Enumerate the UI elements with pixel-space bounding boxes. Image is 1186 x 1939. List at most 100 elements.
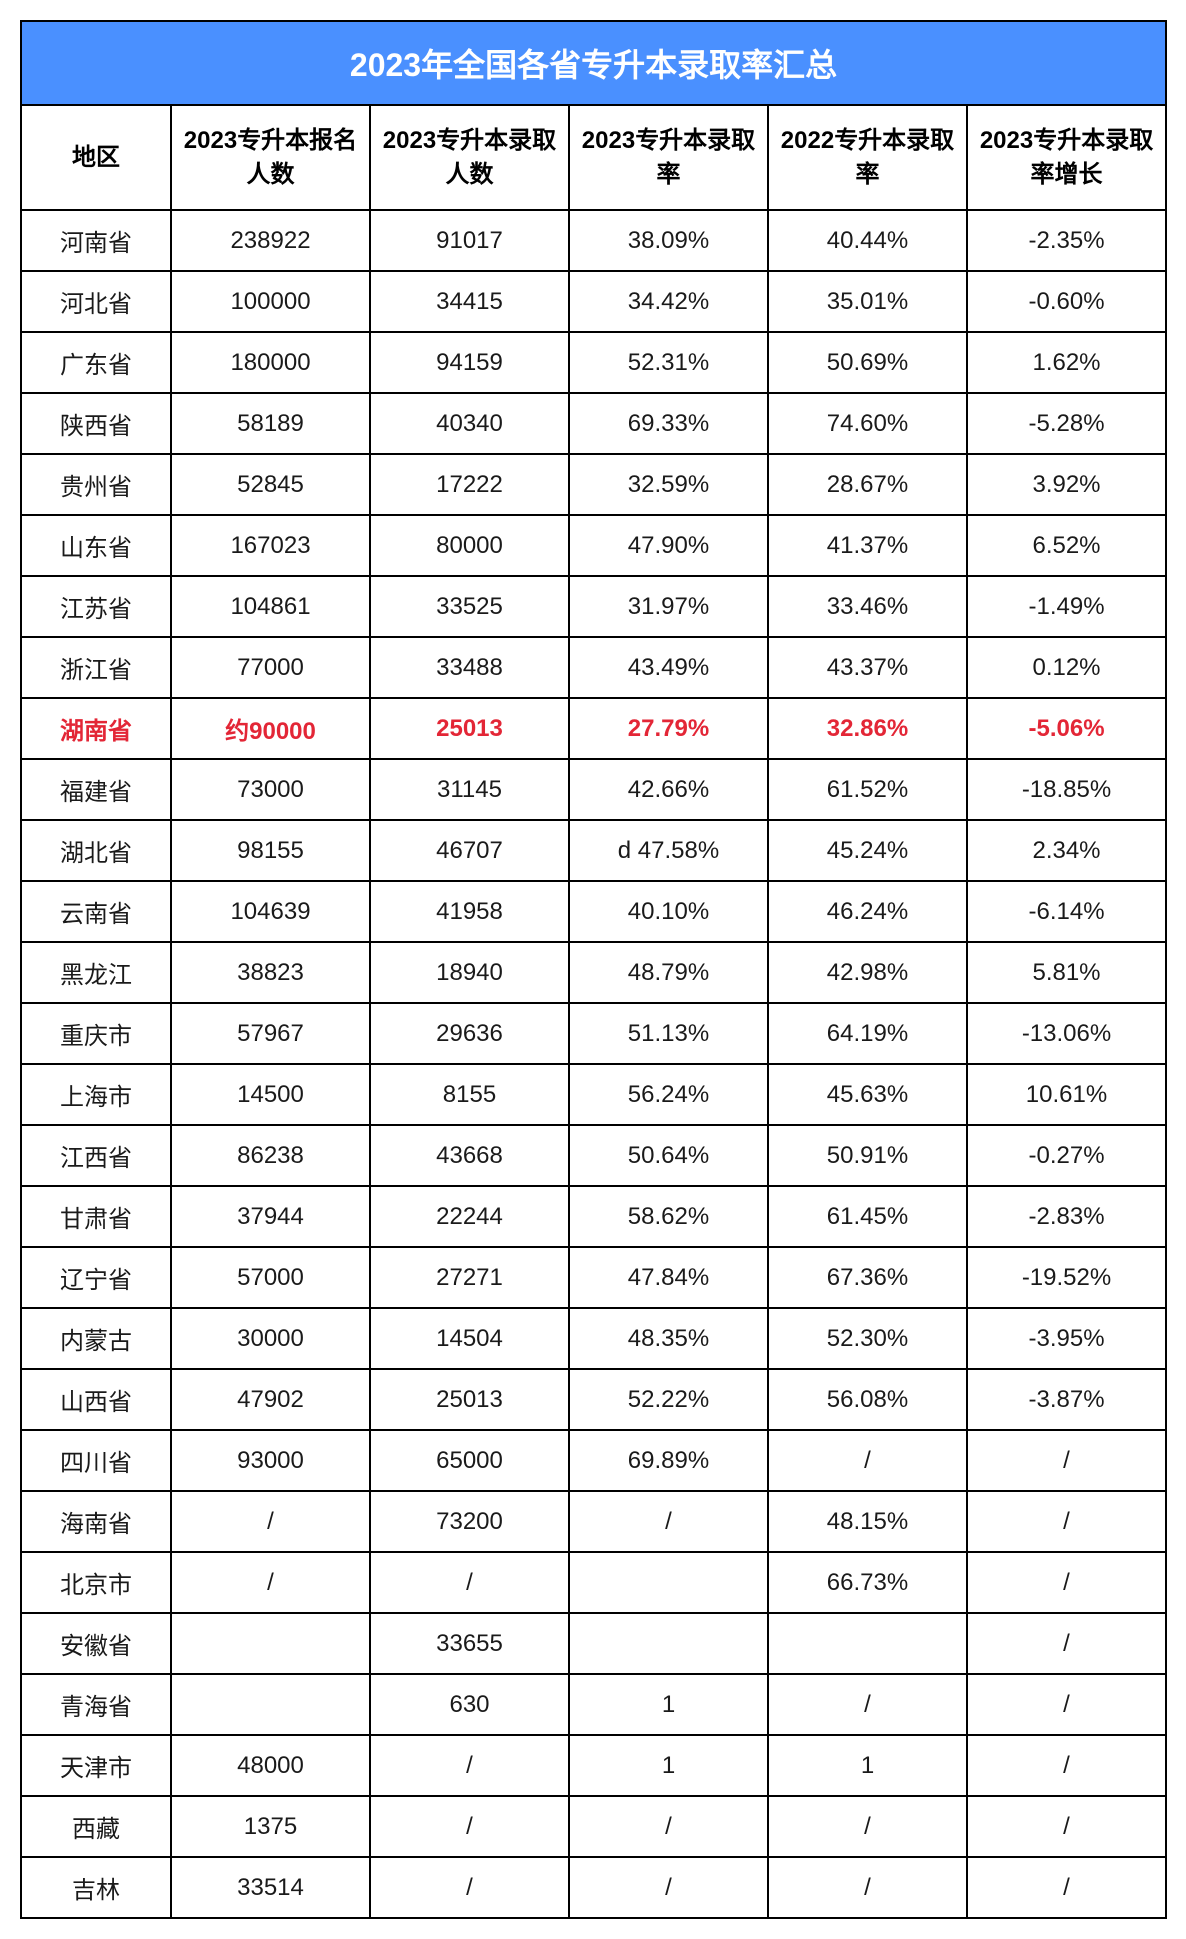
- table-cell: [171, 1674, 370, 1735]
- table-cell: 22244: [370, 1186, 569, 1247]
- table-cell: 43668: [370, 1125, 569, 1186]
- table-cell: 河北省: [21, 271, 171, 332]
- table-row: 四川省930006500069.89%//: [21, 1430, 1166, 1491]
- table-cell: 47.84%: [569, 1247, 768, 1308]
- table-cell: -5.06%: [967, 698, 1166, 759]
- table-cell: 贵州省: [21, 454, 171, 515]
- table-cell: 2.34%: [967, 820, 1166, 881]
- table-row: 江西省862384366850.64%50.91%-0.27%: [21, 1125, 1166, 1186]
- table-cell: 47.90%: [569, 515, 768, 576]
- table-cell: /: [768, 1857, 967, 1918]
- table-cell: 73200: [370, 1491, 569, 1552]
- table-cell: 6.52%: [967, 515, 1166, 576]
- table-row: 湖南省约900002501327.79%32.86%-5.06%: [21, 698, 1166, 759]
- table-cell: 安徽省: [21, 1613, 171, 1674]
- table-cell: 61.52%: [768, 759, 967, 820]
- table-cell: 28.67%: [768, 454, 967, 515]
- table-cell: 1: [768, 1735, 967, 1796]
- table-header-row: 地区 2023专升本报名人数 2023专升本录取人数 2023专升本录取率 20…: [21, 105, 1166, 210]
- table-row: 福建省730003114542.66%61.52%-18.85%: [21, 759, 1166, 820]
- table-cell: 山西省: [21, 1369, 171, 1430]
- table-cell: [569, 1552, 768, 1613]
- table-cell: 48.15%: [768, 1491, 967, 1552]
- table-cell: 40.44%: [768, 210, 967, 271]
- table-cell: 31.97%: [569, 576, 768, 637]
- table-cell: /: [768, 1430, 967, 1491]
- table-cell: 0.12%: [967, 637, 1166, 698]
- table-cell: 167023: [171, 515, 370, 576]
- table-cell: 56.24%: [569, 1064, 768, 1125]
- table-cell: 61.45%: [768, 1186, 967, 1247]
- table-cell: /: [569, 1491, 768, 1552]
- table-cell: 29636: [370, 1003, 569, 1064]
- table-cell: 33.46%: [768, 576, 967, 637]
- table-cell: 天津市: [21, 1735, 171, 1796]
- table-cell: 50.69%: [768, 332, 967, 393]
- table-cell: -1.49%: [967, 576, 1166, 637]
- table-cell: 74.60%: [768, 393, 967, 454]
- col-header-admitted: 2023专升本录取人数: [370, 105, 569, 210]
- table-cell: 57000: [171, 1247, 370, 1308]
- table-cell: /: [967, 1735, 1166, 1796]
- table-cell: /: [967, 1613, 1166, 1674]
- table-cell: 98155: [171, 820, 370, 881]
- table-cell: -19.52%: [967, 1247, 1166, 1308]
- table-cell: 上海市: [21, 1064, 171, 1125]
- table-cell: 43.37%: [768, 637, 967, 698]
- table-cell: [171, 1613, 370, 1674]
- table-cell: 57967: [171, 1003, 370, 1064]
- table-row: 云南省1046394195840.10%46.24%-6.14%: [21, 881, 1166, 942]
- table-cell: -0.60%: [967, 271, 1166, 332]
- table-cell: /: [171, 1491, 370, 1552]
- table-cell: -5.28%: [967, 393, 1166, 454]
- table-cell: 33488: [370, 637, 569, 698]
- table-cell: 14500: [171, 1064, 370, 1125]
- table-cell: 46.24%: [768, 881, 967, 942]
- table-cell: -3.95%: [967, 1308, 1166, 1369]
- col-header-rate-2023: 2023专升本录取率: [569, 105, 768, 210]
- table-row: 海南省/73200/48.15%/: [21, 1491, 1166, 1552]
- table-cell: /: [967, 1430, 1166, 1491]
- table-cell: /: [967, 1857, 1166, 1918]
- table-cell: 45.24%: [768, 820, 967, 881]
- table-cell: 32.59%: [569, 454, 768, 515]
- table-cell: 104639: [171, 881, 370, 942]
- table-cell: 67.36%: [768, 1247, 967, 1308]
- table-cell: 40.10%: [569, 881, 768, 942]
- table-cell: 1.62%: [967, 332, 1166, 393]
- table-cell: 34415: [370, 271, 569, 332]
- table-cell: 云南省: [21, 881, 171, 942]
- table-cell: 52.22%: [569, 1369, 768, 1430]
- table-cell: 5.81%: [967, 942, 1166, 1003]
- table-cell: 50.64%: [569, 1125, 768, 1186]
- table-cell: 浙江省: [21, 637, 171, 698]
- table-cell: 海南省: [21, 1491, 171, 1552]
- table-cell: d 47.58%: [569, 820, 768, 881]
- table-row: 河南省2389229101738.09%40.44%-2.35%: [21, 210, 1166, 271]
- table-cell: 56.08%: [768, 1369, 967, 1430]
- table-row: 辽宁省570002727147.84%67.36%-19.52%: [21, 1247, 1166, 1308]
- table-cell: 42.98%: [768, 942, 967, 1003]
- table-cell: 西藏: [21, 1796, 171, 1857]
- table-cell: 黑龙江: [21, 942, 171, 1003]
- table-row: 甘肃省379442224458.62%61.45%-2.83%: [21, 1186, 1166, 1247]
- table-cell: 1: [569, 1674, 768, 1735]
- table-cell: 180000: [171, 332, 370, 393]
- table-cell: 34.42%: [569, 271, 768, 332]
- table-row: 江苏省1048613352531.97%33.46%-1.49%: [21, 576, 1166, 637]
- table-cell: 32.86%: [768, 698, 967, 759]
- table-cell: 100000: [171, 271, 370, 332]
- table-cell: 广东省: [21, 332, 171, 393]
- table-row: 山东省1670238000047.90%41.37%6.52%: [21, 515, 1166, 576]
- col-header-region: 地区: [21, 105, 171, 210]
- table-cell: -13.06%: [967, 1003, 1166, 1064]
- table-cell: 3.92%: [967, 454, 1166, 515]
- table-cell: /: [370, 1857, 569, 1918]
- table-cell: -3.87%: [967, 1369, 1166, 1430]
- table-cell: -0.27%: [967, 1125, 1166, 1186]
- table-cell: 北京市: [21, 1552, 171, 1613]
- table-cell: 52.30%: [768, 1308, 967, 1369]
- table-cell: 33525: [370, 576, 569, 637]
- col-header-applicants: 2023专升本报名人数: [171, 105, 370, 210]
- table-row: 内蒙古300001450448.35%52.30%-3.95%: [21, 1308, 1166, 1369]
